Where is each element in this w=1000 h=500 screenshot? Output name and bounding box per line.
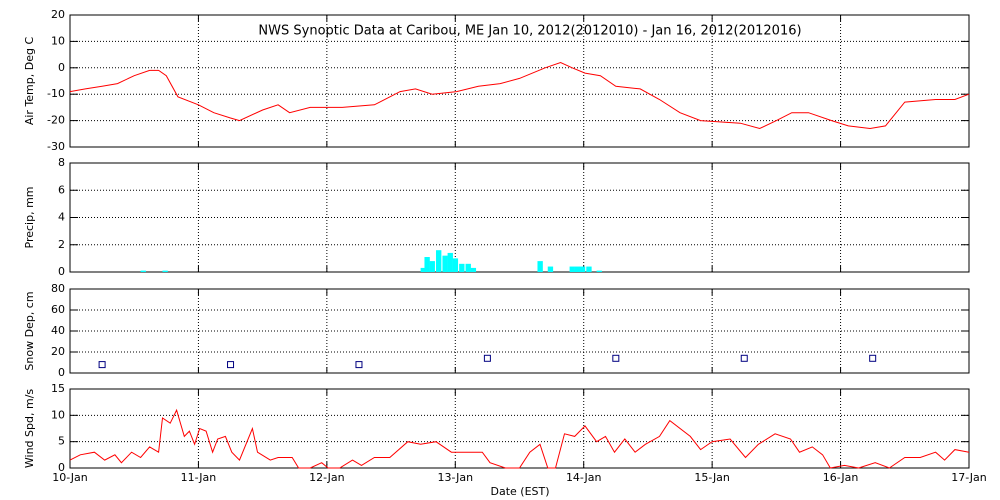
bar bbox=[420, 267, 426, 272]
bar bbox=[424, 257, 430, 272]
bar bbox=[452, 258, 459, 272]
plot-frame bbox=[69, 388, 970, 469]
y-axis-label: Precip, mm bbox=[23, 187, 36, 249]
bar bbox=[537, 261, 543, 272]
y-tick-label: -10 bbox=[47, 87, 65, 100]
x-tick-label: 12-Jan bbox=[309, 471, 345, 484]
plot-frame bbox=[69, 162, 970, 273]
y-tick-label: 0 bbox=[58, 265, 65, 278]
y-tick-label: 20 bbox=[51, 345, 65, 358]
x-tick-label: 10-Jan bbox=[52, 471, 88, 484]
x-tick-label: 17-Jan bbox=[951, 471, 987, 484]
bar bbox=[596, 270, 602, 272]
y-tick-label: -20 bbox=[47, 114, 65, 127]
y-tick-label: 0 bbox=[58, 366, 65, 379]
bar bbox=[436, 250, 442, 272]
bar bbox=[442, 255, 448, 272]
x-tick-label: 11-Jan bbox=[181, 471, 217, 484]
bar bbox=[465, 263, 471, 272]
bar bbox=[586, 266, 592, 272]
y-tick-label: 6 bbox=[58, 183, 65, 196]
x-tick-label: 15-Jan bbox=[694, 471, 730, 484]
plot-frame bbox=[69, 288, 970, 374]
x-axis-label: Date (EST) bbox=[490, 485, 549, 498]
bar bbox=[447, 252, 453, 272]
y-tick-label: 5 bbox=[58, 435, 65, 448]
bar bbox=[574, 266, 581, 272]
point bbox=[227, 361, 235, 369]
point bbox=[740, 354, 748, 362]
data-line bbox=[69, 408, 970, 469]
point bbox=[869, 354, 877, 362]
chart-title: NWS Synoptic Data at Caribou, ME Jan 10,… bbox=[258, 24, 801, 39]
y-axis-label: Wind Spd, m/s bbox=[23, 389, 36, 469]
point bbox=[612, 354, 620, 362]
y-tick-label: 0 bbox=[58, 461, 65, 474]
y-axis-label: Air Temp, Deg C bbox=[23, 37, 36, 126]
y-tick-label: 0 bbox=[58, 61, 65, 74]
bar bbox=[579, 266, 586, 272]
bar bbox=[429, 261, 435, 272]
bar bbox=[470, 267, 477, 272]
y-tick-label: 2 bbox=[58, 238, 65, 251]
x-tick-label: 14-Jan bbox=[566, 471, 602, 484]
bar bbox=[547, 266, 554, 272]
plot-frame bbox=[69, 14, 970, 148]
point bbox=[483, 354, 491, 362]
bar bbox=[569, 266, 575, 272]
y-tick-label: 60 bbox=[51, 303, 65, 316]
point bbox=[98, 361, 106, 369]
point bbox=[355, 361, 363, 369]
y-tick-label: 4 bbox=[58, 211, 65, 224]
data-line bbox=[69, 61, 970, 130]
y-tick-label: 10 bbox=[51, 34, 65, 47]
bar bbox=[459, 263, 465, 272]
y-tick-label: 10 bbox=[51, 408, 65, 421]
y-tick-label: 40 bbox=[51, 324, 65, 337]
bar bbox=[140, 270, 146, 272]
x-tick-label: 13-Jan bbox=[438, 471, 474, 484]
x-tick-label: 16-Jan bbox=[823, 471, 859, 484]
y-axis-label: Snow Dep, cm bbox=[23, 291, 36, 370]
y-tick-label: 20 bbox=[51, 8, 65, 21]
y-tick-label: 8 bbox=[58, 156, 65, 169]
y-tick-label: 15 bbox=[51, 382, 65, 395]
bar bbox=[162, 270, 168, 272]
y-tick-label: -30 bbox=[47, 140, 65, 153]
y-tick-label: 80 bbox=[51, 282, 65, 295]
